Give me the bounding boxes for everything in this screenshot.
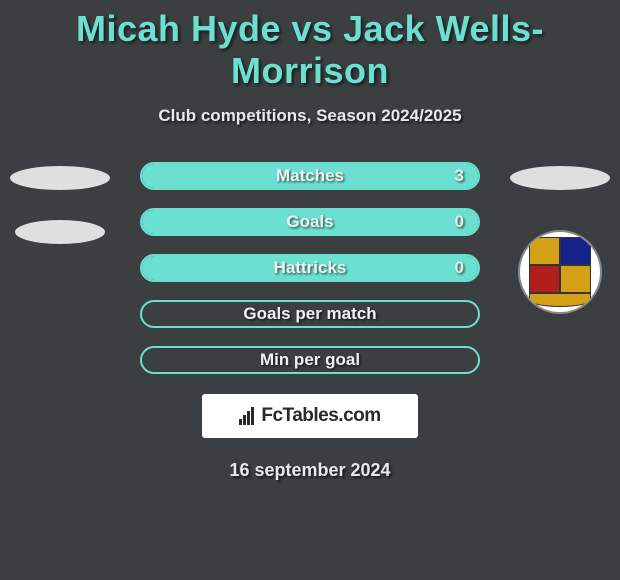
subtitle: Club competitions, Season 2024/2025 (0, 106, 620, 126)
left-player-column (10, 154, 110, 244)
stat-label: Matches (142, 166, 478, 186)
stat-label: Goals (142, 212, 478, 232)
player-image-placeholder (10, 166, 110, 190)
stat-row-goals: Goals 0 (140, 208, 480, 236)
club-crest (518, 230, 602, 314)
stat-row-min-per-goal: Min per goal (140, 346, 480, 374)
source-logo-text: FcTables.com (261, 405, 380, 427)
player-image-placeholder (510, 166, 610, 190)
stat-row-matches: Matches 3 (140, 162, 480, 190)
bar-growth-icon (239, 407, 257, 425)
stat-value-right: 0 (455, 212, 464, 232)
right-player-column (510, 154, 610, 314)
stat-value-right: 0 (455, 258, 464, 278)
stat-row-hattricks: Hattricks 0 (140, 254, 480, 282)
stat-list: Matches 3 Goals 0 Hattricks 0 Goals per … (140, 162, 480, 374)
comparison-panel: Matches 3 Goals 0 Hattricks 0 Goals per … (0, 162, 620, 481)
stat-label: Hattricks (142, 258, 478, 278)
club-image-placeholder (15, 220, 105, 244)
stat-label: Min per goal (142, 350, 478, 370)
page-title: Micah Hyde vs Jack Wells-Morrison (0, 0, 620, 92)
stat-value-right: 3 (455, 166, 464, 186)
stat-label: Goals per match (142, 304, 478, 324)
source-logo[interactable]: FcTables.com (202, 394, 418, 438)
stat-row-goals-per-match: Goals per match (140, 300, 480, 328)
snapshot-date: 16 september 2024 (0, 460, 620, 481)
